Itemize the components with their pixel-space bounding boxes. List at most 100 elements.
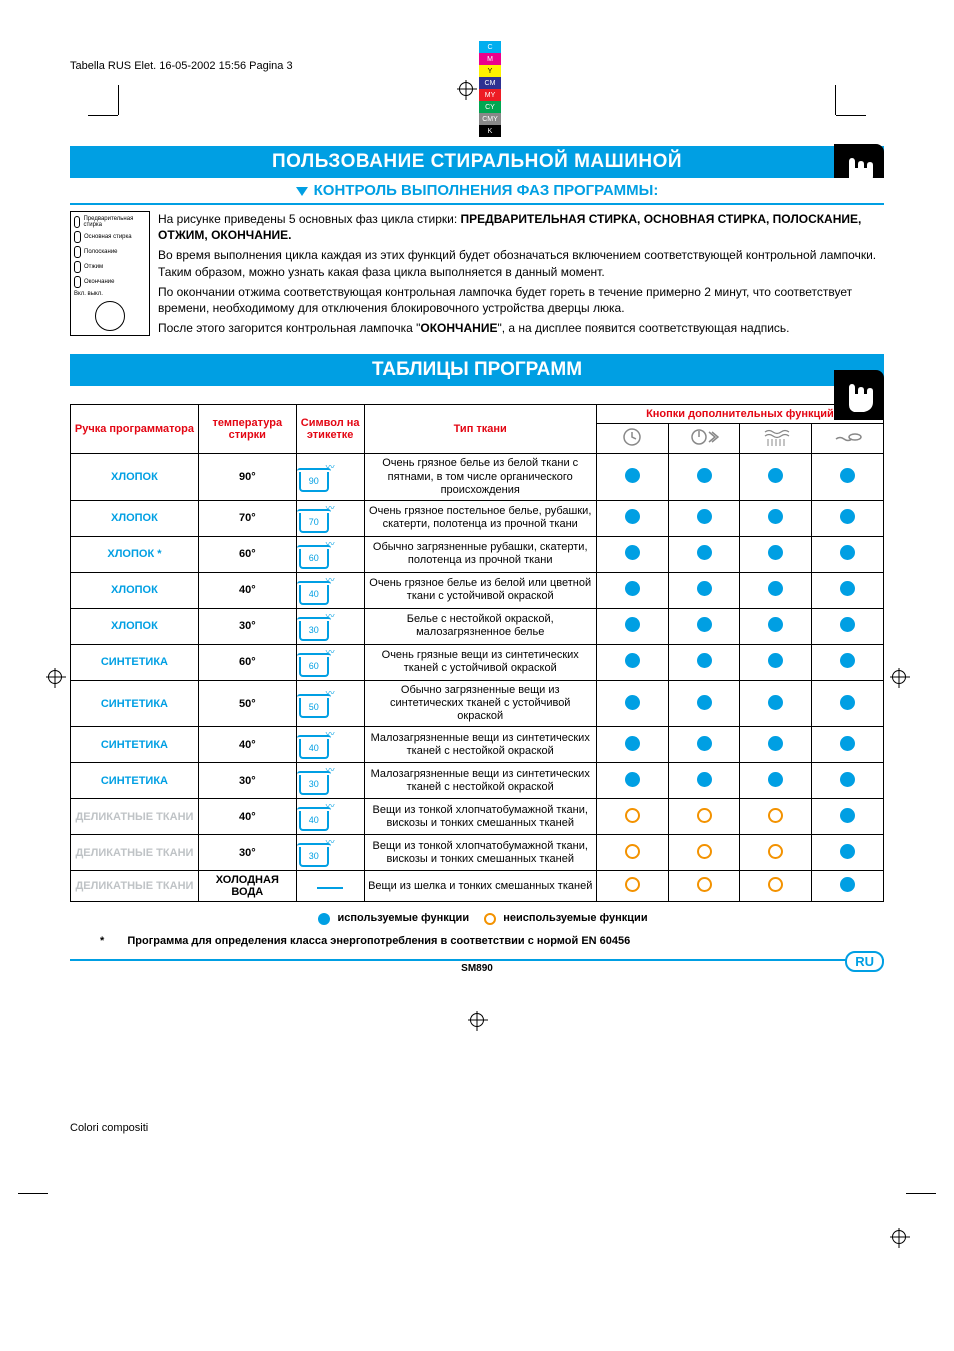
- color-swatch: C: [479, 41, 501, 53]
- row-function-cell: [740, 680, 812, 727]
- row-label: СИНТЕТИКА: [71, 644, 199, 680]
- dot-hollow-icon: [697, 844, 712, 859]
- dot-filled-icon: [840, 877, 855, 892]
- row-function-cell: [740, 727, 812, 763]
- row-function-cell: [812, 454, 884, 501]
- program-row: СИНТЕТИКА50°〰50Обычно загрязненные вещи …: [71, 680, 884, 727]
- dot-filled-icon: [840, 545, 855, 560]
- bottom-note: Colori compositi: [70, 1122, 884, 1134]
- dot-filled-icon: [625, 695, 640, 710]
- dot-filled-icon: [697, 509, 712, 524]
- row-temp: 70°: [198, 500, 296, 536]
- dot-filled-icon: [840, 653, 855, 668]
- row-temp: 30°: [198, 835, 296, 871]
- row-function-cell: [740, 644, 812, 680]
- dot-filled-icon: [768, 468, 783, 483]
- dot-filled-icon: [840, 736, 855, 751]
- row-fabric: Обычно загрязненные вещи из синтетически…: [364, 680, 596, 727]
- row-fabric: Очень грязное белье из белой ткани с пят…: [364, 454, 596, 501]
- knob-icon: [95, 301, 125, 331]
- program-row: ХЛОПОК30°〰30Белье с нестойкой окраской, …: [71, 608, 884, 644]
- legend: используемые функции неиспользуемые функ…: [70, 912, 884, 924]
- row-symbol: 〰90: [296, 454, 364, 501]
- row-label: ХЛОПОК: [71, 500, 199, 536]
- row-label: ДЕЛИКАТНЫЕ ТКАНИ: [71, 835, 199, 871]
- dot-filled-icon: [768, 545, 783, 560]
- row-temp: 90°: [198, 454, 296, 501]
- row-function-cell: [668, 454, 740, 501]
- row-function-cell: [812, 871, 884, 902]
- row-temp: 50°: [198, 680, 296, 727]
- row-symbol: 〰60: [296, 536, 364, 572]
- row-function-cell: [668, 835, 740, 871]
- body-text: На рисунке приведены 5 основных фаз цикл…: [158, 211, 884, 336]
- subtitle-text: КОНТРОЛЬ ВЫПОЛНЕНИЯ ФАЗ ПРОГРАММЫ:: [314, 182, 659, 199]
- row-function-cell: [596, 536, 668, 572]
- row-label: СИНТЕТИКА: [71, 727, 199, 763]
- dot-filled-icon: [768, 736, 783, 751]
- body-p4a: После этого загорится контрольная лампоч…: [158, 321, 420, 335]
- row-function-cell: [812, 835, 884, 871]
- legend-used: используемые функции: [337, 912, 469, 924]
- dot-filled-icon: [697, 695, 712, 710]
- row-fabric: Малозагрязненные вещи из синтетических т…: [364, 763, 596, 799]
- dot-hollow-icon: [697, 808, 712, 823]
- footnote-text: Программа для определения класса энергоп…: [127, 935, 630, 947]
- dot-filled-icon: [625, 468, 640, 483]
- row-fabric: Вещи из тонкой хлопчатобумажной ткани, в…: [364, 835, 596, 871]
- row-function-cell: [596, 835, 668, 871]
- row-fabric: Вещи из тонкой хлопчатобумажной ткани, в…: [364, 799, 596, 835]
- dot-filled-icon: [840, 468, 855, 483]
- row-function-cell: [812, 572, 884, 608]
- color-registration-bar: CMYCMMYCYCMYK: [70, 82, 884, 96]
- diagram-label-end: Окончание: [84, 279, 114, 285]
- th-symbol: Символ на этикетке: [296, 405, 364, 454]
- legend-dot-filled-icon: [318, 913, 330, 925]
- dot-hollow-icon: [768, 877, 783, 892]
- row-symbol: 〰50: [296, 680, 364, 727]
- row-function-cell: [668, 763, 740, 799]
- program-row: СИНТЕТИКА60°〰60Очень грязные вещи из син…: [71, 644, 884, 680]
- row-function-cell: [596, 608, 668, 644]
- row-function-cell: [812, 608, 884, 644]
- row-fabric: Очень грязные вещи из синтетических ткан…: [364, 644, 596, 680]
- program-row: ХЛОПОК *60°〰60Обычно загрязненные рубашк…: [71, 536, 884, 572]
- row-fabric: Вещи из шелка и тонких смешанных тканей: [364, 871, 596, 902]
- phase-diagram: Предварительная стирка Основная стирка П…: [70, 211, 150, 336]
- row-function-cell: [740, 572, 812, 608]
- row-function-cell: [668, 500, 740, 536]
- row-function-cell: [668, 727, 740, 763]
- row-symbol: 〰40: [296, 799, 364, 835]
- footer: SM890 RU: [70, 959, 884, 983]
- row-function-cell: [596, 727, 668, 763]
- dot-filled-icon: [697, 617, 712, 632]
- row-temp: 60°: [198, 644, 296, 680]
- diagram-label-spin: Отжим: [84, 264, 103, 270]
- row-symbol: 〰30: [296, 835, 364, 871]
- body-p4c: ", а на дисплее появится соответствующая…: [497, 321, 789, 335]
- row-label: СИНТЕТИКА: [71, 680, 199, 727]
- program-table: Ручка программатора температура стирки С…: [70, 404, 884, 902]
- row-fabric: Белье с нестойкой окраской, малозагрязне…: [364, 608, 596, 644]
- row-temp: 40°: [198, 799, 296, 835]
- func-icon-1: [596, 424, 668, 454]
- dot-hollow-icon: [697, 877, 712, 892]
- dot-filled-icon: [625, 653, 640, 668]
- row-function-cell: [812, 644, 884, 680]
- footnote: * Программа для определения класса энерг…: [70, 935, 884, 947]
- program-row: ХЛОПОК40°〰40Очень грязное белье из белой…: [71, 572, 884, 608]
- row-function-cell: [740, 536, 812, 572]
- row-label: ДЕЛИКАТНЫЕ ТКАНИ: [71, 799, 199, 835]
- row-function-cell: [668, 680, 740, 727]
- diagram-label-onoff: Вкл. выкл.: [74, 291, 146, 297]
- program-row: ХЛОПОК90°〰90Очень грязное белье из белой…: [71, 454, 884, 501]
- row-fabric: Очень грязное белье из белой или цветной…: [364, 572, 596, 608]
- row-function-cell: [596, 763, 668, 799]
- color-swatch: Y: [479, 65, 501, 77]
- dot-filled-icon: [625, 772, 640, 787]
- row-function-cell: [740, 608, 812, 644]
- color-swatch: M: [479, 53, 501, 65]
- diagram-label-prewash: Предварительная стирка: [83, 216, 146, 228]
- row-function-cell: [596, 871, 668, 902]
- row-function-cell: [668, 536, 740, 572]
